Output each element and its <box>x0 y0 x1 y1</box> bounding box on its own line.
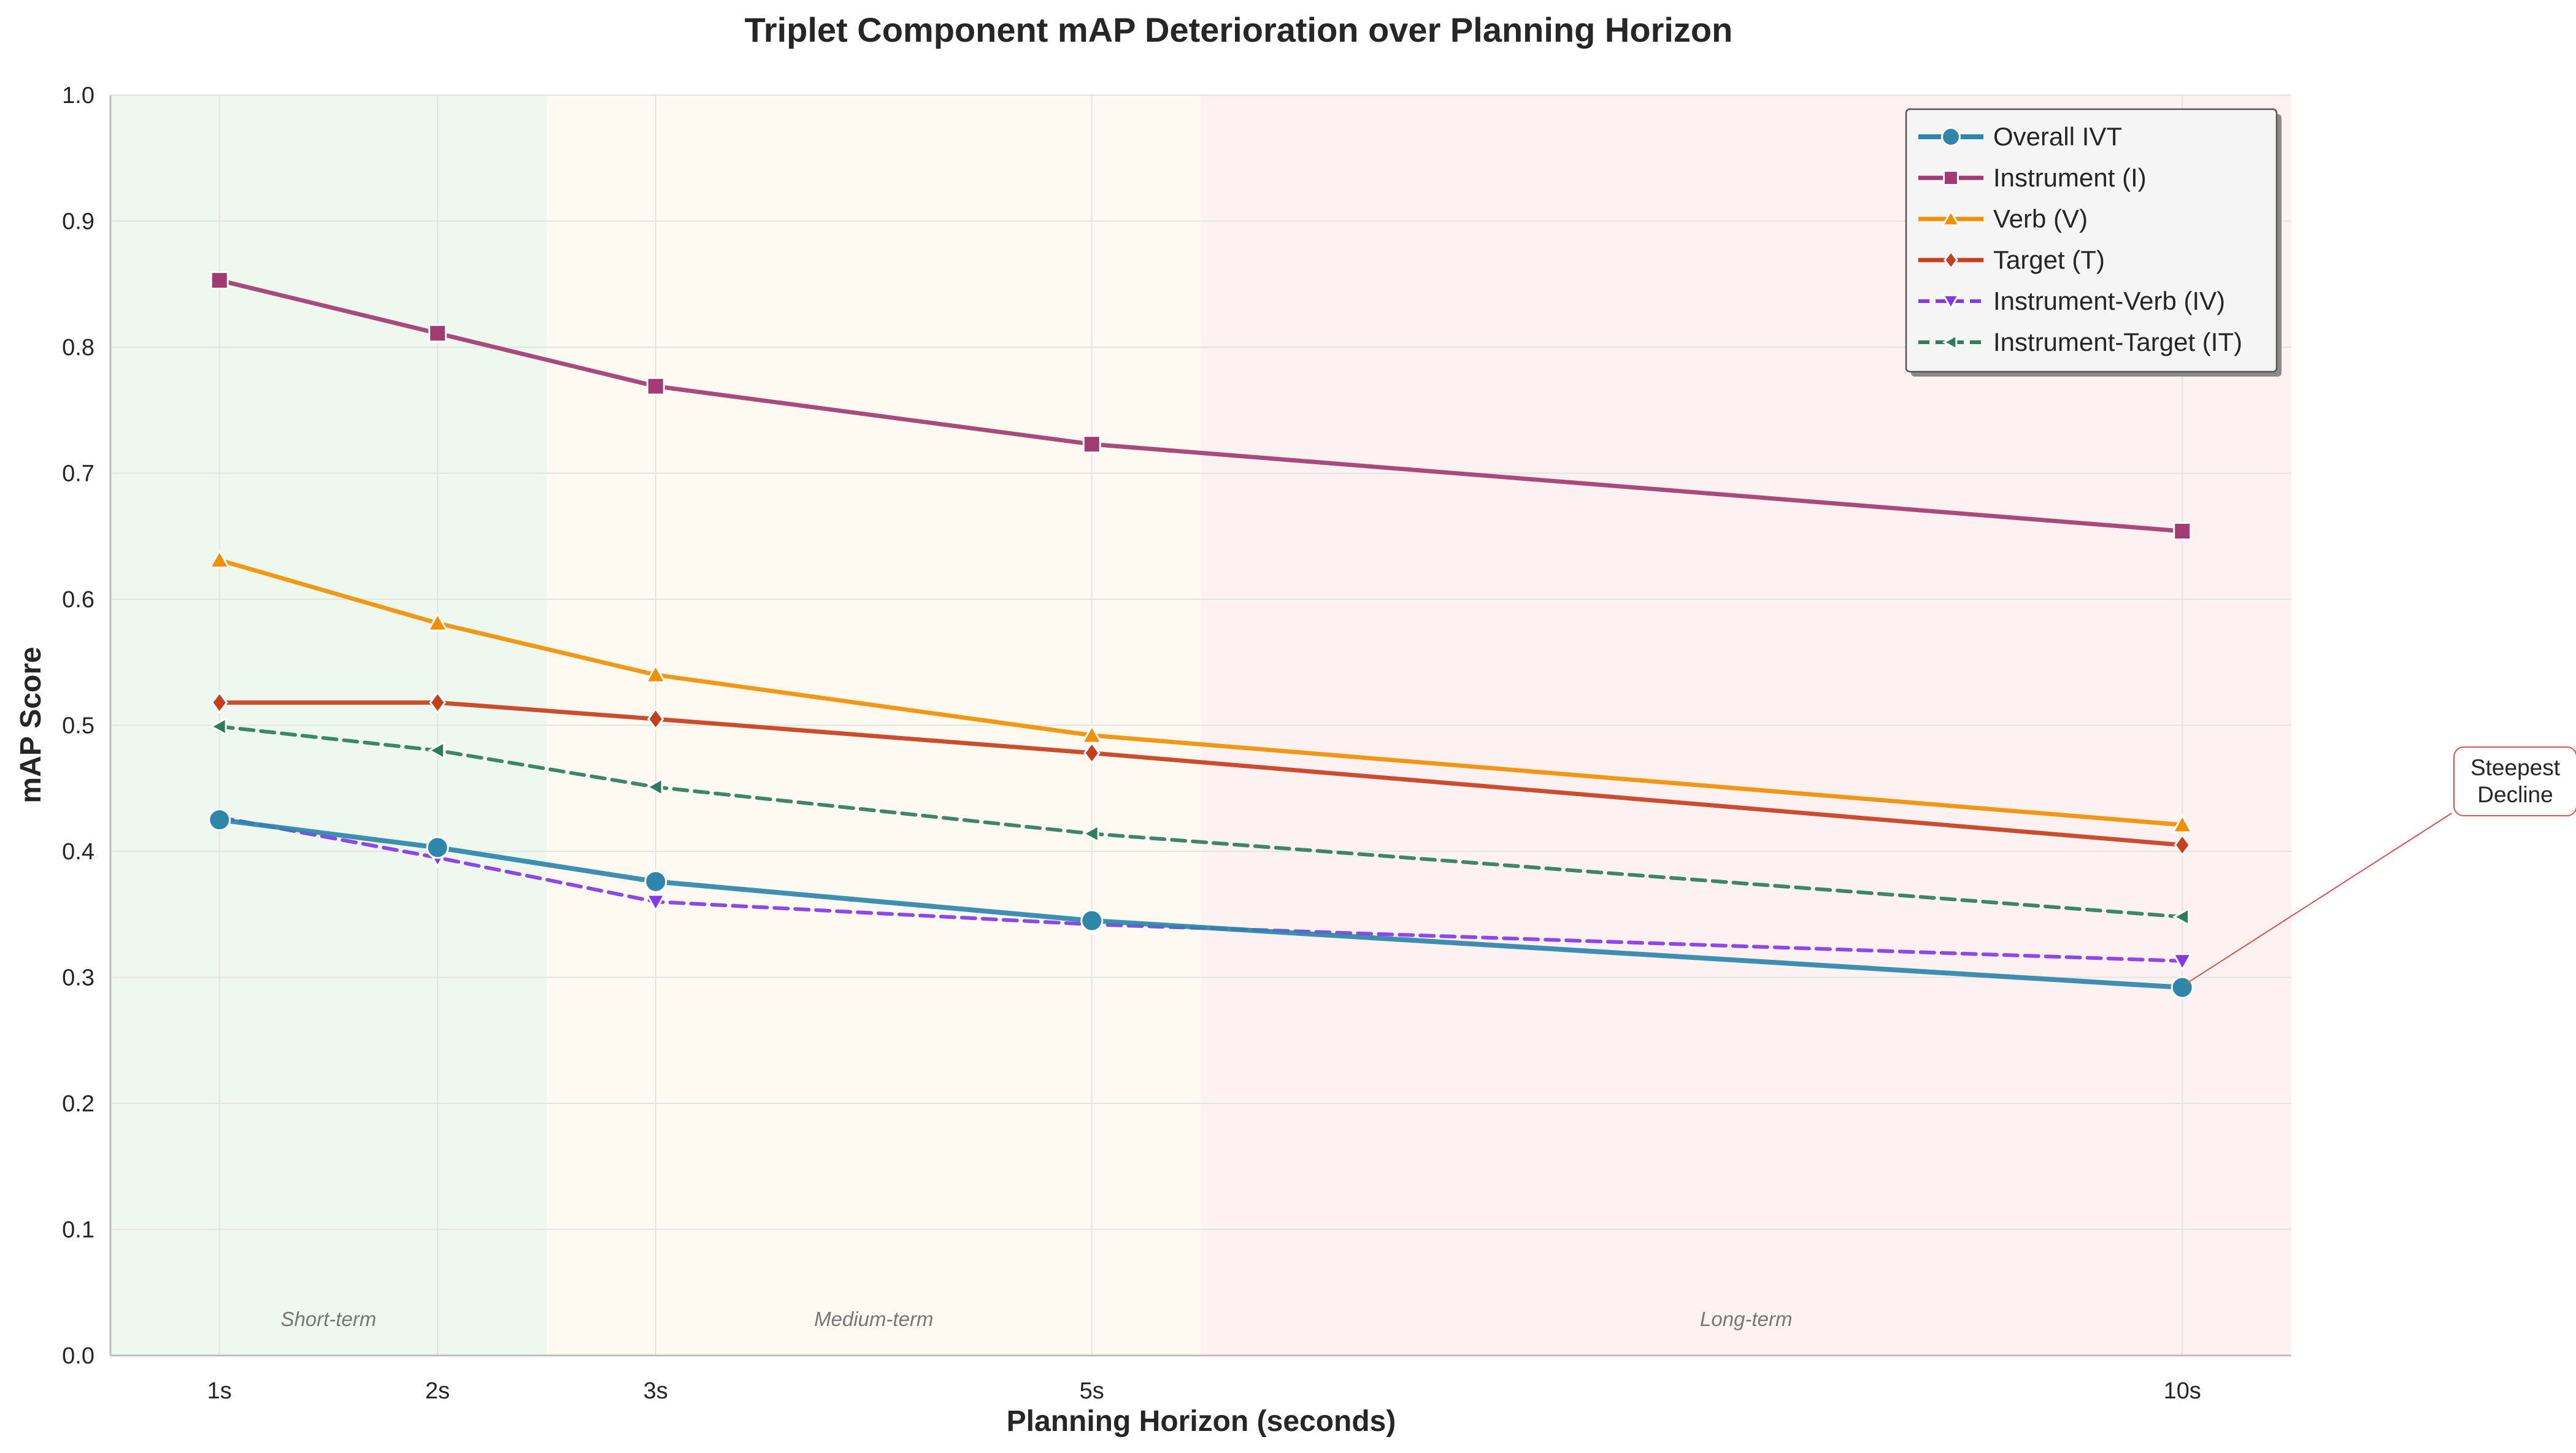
legend-item-verb-v: Verb (V) <box>1918 204 2088 233</box>
point-verb-v <box>209 549 231 569</box>
x-tick-label: 2s <box>425 1378 450 1404</box>
legend-item-instrument-verb-iv: Instrument-Verb (IV) <box>1918 286 2225 315</box>
annotation-box <box>2453 746 2576 816</box>
y-tick-label: 0.6 <box>62 587 94 613</box>
y-tick-label: 1.0 <box>62 83 94 109</box>
point-instrument-target-it <box>1082 824 1099 843</box>
point-target-t <box>429 691 447 715</box>
point-instrument-target-it <box>645 777 663 797</box>
annotation-text: Steepest <box>2470 755 2561 780</box>
point-instrument-i <box>2173 522 2192 541</box>
y-tick-label: 0.2 <box>62 1091 94 1117</box>
point-verb-v <box>426 611 448 632</box>
point-instrument-target-it <box>209 717 227 737</box>
legend-label-overall-ivt: Overall IVT <box>1993 122 2122 151</box>
y-tick-label: 0.3 <box>62 965 94 991</box>
y-tick-label: 0.0 <box>62 1343 94 1369</box>
legend-label-instrument-verb-iv: Instrument-Verb (IV) <box>1993 286 2225 315</box>
x-tick-label: 1s <box>207 1378 232 1404</box>
legend-item-overall-ivt: Overall IVT <box>1918 122 2122 151</box>
point-verb-v <box>2171 813 2193 834</box>
point-instrument-i <box>210 271 229 290</box>
chart-title: Triplet Component mAP Deterioration over… <box>745 10 1733 49</box>
point-instrument-target-it <box>2172 907 2190 927</box>
legend-label-instrument-target-it: Instrument-Target (IT) <box>1993 328 2242 356</box>
x-axis-label: Planning Horizon (seconds) <box>1007 1405 1396 1438</box>
point-overall-ivt <box>1080 909 1104 932</box>
legend-label-target-t: Target (T) <box>1993 245 2105 274</box>
point-target-t <box>647 707 664 730</box>
y-tick-label: 0.1 <box>62 1217 94 1243</box>
legend-marker-instrument-target-it <box>1942 334 1958 351</box>
legend-item-target-t: Target (T) <box>1918 245 2105 274</box>
band-label-medium-term: Medium-term <box>814 1308 933 1330</box>
point-verb-v <box>645 664 667 683</box>
point-overall-ivt <box>208 808 231 832</box>
legend-item-instrument-target-it: Instrument-Target (IT) <box>1918 328 2242 356</box>
y-tick-label: 0.5 <box>62 713 94 739</box>
axes: 0.0 0.1 0.2 0.3 0.4 0.5 0.6 0.7 0.8 0.9 1.0 1s 2s 3s 5… <box>62 83 2291 1404</box>
y-tick-label: 0.4 <box>62 839 94 865</box>
legend-marker-instrument-verb-iv <box>1942 294 1960 310</box>
point-instrument-i <box>646 377 665 396</box>
annotation-text: Decline <box>2477 782 2553 807</box>
band-label-short-term: Short-term <box>281 1308 377 1330</box>
legend-label-instrument-i: Instrument (I) <box>1993 163 2147 192</box>
point-overall-ivt <box>2170 976 2194 999</box>
legend-marker-verb-v <box>1941 209 1961 226</box>
legend-marker-instrument-i <box>1943 170 1959 186</box>
point-instrument-i <box>428 324 447 343</box>
point-verb-v <box>1081 724 1103 744</box>
series-verb-v <box>209 549 2193 834</box>
legend: Overall IVT Instrument (I) Verb (V) Target … <box>1905 108 2282 377</box>
annotation-arrow <box>2185 813 2452 984</box>
point-target-t <box>210 691 228 715</box>
point-instrument-i <box>1082 435 1101 454</box>
x-tick-label: 3s <box>644 1378 668 1404</box>
point-target-t <box>2174 834 2191 857</box>
legend-marker-target-t <box>1944 250 1958 270</box>
series-instrument-i <box>210 271 2192 541</box>
point-instrument-target-it <box>428 741 445 761</box>
legend-box <box>1905 108 2278 373</box>
x-tick-label: 5s <box>1080 1378 1104 1404</box>
series-lines <box>208 271 2194 999</box>
legend-label-verb-v: Verb (V) <box>1993 204 2088 233</box>
y-tick-label: 0.9 <box>62 209 94 235</box>
band-label-long-term: Long-term <box>1700 1308 1792 1330</box>
point-instrument-verb-iv <box>645 894 666 913</box>
point-instrument-verb-iv <box>2172 953 2193 972</box>
y-axis-label: mAP Score <box>15 646 47 803</box>
x-tick-label: 10s <box>2164 1378 2201 1404</box>
y-tick-label: 0.7 <box>62 461 94 487</box>
point-target-t <box>1083 742 1101 765</box>
point-overall-ivt <box>426 836 449 859</box>
series-instrument-target-it <box>209 717 2190 927</box>
legend-item-instrument-i: Instrument (I) <box>1918 163 2147 192</box>
point-overall-ivt <box>644 870 667 893</box>
legend-marker-overall-ivt <box>1941 127 1961 147</box>
series-target-t <box>210 691 2191 857</box>
y-tick-label: 0.8 <box>62 335 94 361</box>
